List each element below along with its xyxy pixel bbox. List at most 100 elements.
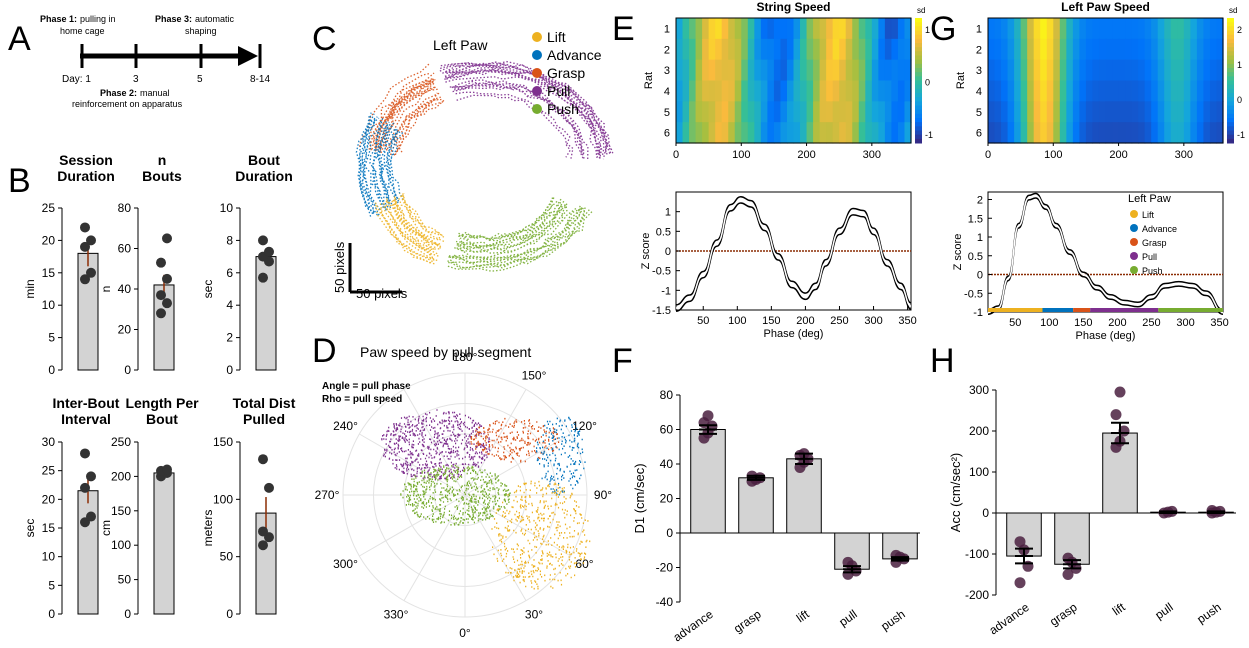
heatmap-cell <box>988 101 996 123</box>
y-tick-label: 25 <box>42 201 56 215</box>
heatmap-cell <box>1053 59 1061 82</box>
x-tick-label: 250 <box>1142 317 1160 329</box>
heatmap-cell <box>800 122 808 144</box>
heatmap-cell <box>702 18 710 40</box>
scale-x-label: 50 pixels <box>356 286 408 301</box>
heatmap-cell <box>786 122 795 144</box>
heatmap-cell <box>1177 18 1185 40</box>
colorbar-cell <box>1227 130 1234 136</box>
heatmap-cell <box>1170 38 1178 61</box>
heatmap-cell <box>852 101 860 123</box>
data-point <box>1062 569 1074 580</box>
heatmap-cell <box>819 80 827 102</box>
heatmap-cell <box>1059 122 1067 144</box>
heatmap-cell <box>760 18 768 40</box>
heatmap-paw-speed: Left Paw Speed 1 2 3 4 5 6 Rat 0 100 200 300 sd 2 1 0 -1 <box>955 0 1245 161</box>
heatmap-cell <box>839 18 847 40</box>
heatmap-cell <box>994 80 1002 102</box>
paw-title: Left Paw <box>433 37 488 53</box>
heatmap-cell <box>1183 38 1191 61</box>
heatmap-cell <box>728 59 736 82</box>
heatmap-cell <box>689 18 697 40</box>
heatmap-cell <box>1105 80 1113 102</box>
polar-angle-label: 30° <box>525 608 543 622</box>
heatmap-cell <box>1053 80 1061 102</box>
heatmap-cell <box>747 80 755 102</box>
heatmap-cell <box>1105 18 1113 40</box>
y-tick-label: 100 <box>213 492 233 506</box>
heatmap-cell <box>1098 59 1107 82</box>
heatmap-cell <box>767 101 775 123</box>
colorbar-cell <box>915 51 922 56</box>
heatmap-cell <box>676 101 684 123</box>
polar-angle-label: 240° <box>333 419 358 433</box>
y-tick-label: 0 <box>226 607 233 621</box>
heatmap-cell <box>767 59 775 82</box>
colorbar-cell <box>1227 109 1234 115</box>
heatmap-cell <box>806 18 814 40</box>
scale-y-label: 50 pixels <box>332 241 347 293</box>
heatmap-cell <box>865 38 873 61</box>
colorbar-cell <box>915 26 922 31</box>
heatmap-cell <box>760 38 768 61</box>
heatmap-cell <box>721 18 729 40</box>
y-tick-label: 15 <box>42 266 56 280</box>
bar-d1: -40 -20 0 20 40 60 80 D1 (cm/sec) advance grasp li… <box>632 388 920 644</box>
heatmap-cell <box>1151 101 1159 123</box>
heatmap-cell <box>1157 122 1165 144</box>
heatmap-cell <box>1190 18 1198 40</box>
heatmap-cell <box>695 38 703 61</box>
colorbar-cell <box>915 118 922 123</box>
heatmap-cell <box>1183 80 1191 102</box>
mean-line <box>987 194 1224 313</box>
y-tick-label: 5 <box>48 578 55 592</box>
y-axis-label: cm <box>99 520 113 536</box>
heatmap-cell <box>865 80 873 102</box>
colorbar-cell <box>915 97 922 102</box>
heatmap-cell <box>1190 122 1198 144</box>
heatmap-cell <box>813 18 821 40</box>
colorbar-cell <box>1227 22 1234 27</box>
polar-angle-label: 180° <box>453 350 478 364</box>
heatmap-cell <box>1125 122 1133 144</box>
heatmap-cell <box>1098 122 1107 144</box>
colorbar-cell <box>915 22 922 27</box>
heatmap-cell <box>1203 80 1211 102</box>
colorbar-cell <box>915 88 922 94</box>
data-point <box>86 511 96 522</box>
y-tick-label: 100 <box>111 538 131 552</box>
heatmap-cell <box>1196 59 1205 82</box>
heatmap-cell <box>682 38 690 61</box>
heatmap-row-label: 2 <box>664 44 670 56</box>
colorbar-tick-label: -1 <box>925 130 933 140</box>
heatmap-cell <box>994 59 1002 82</box>
heatmap-cell <box>1196 38 1205 61</box>
polar-spoke <box>464 494 571 557</box>
heatmap-row-label: 4 <box>976 86 982 98</box>
legend-dot-icon <box>1130 266 1138 274</box>
heatmap-row-label: 6 <box>976 128 982 140</box>
heatmap-cell <box>806 101 814 123</box>
y-axis-label: sec <box>23 519 37 538</box>
heatmap-cell <box>708 38 716 61</box>
heatmap-cell <box>865 122 873 144</box>
y-tick-label: 50 <box>118 573 132 587</box>
heatmap-cell <box>695 59 703 82</box>
heatmap-cell <box>1098 18 1107 40</box>
heatmap-cell <box>891 122 899 144</box>
y-tick-label: 2 <box>226 331 233 345</box>
trajectory-pull <box>439 60 614 161</box>
x-tick-label: 0 <box>673 149 679 161</box>
heatmap-cell <box>1020 18 1028 40</box>
heatmap-cell <box>891 38 899 61</box>
x-category-label: lift <box>1110 600 1128 619</box>
heatmap-cell <box>1203 18 1211 40</box>
colorbar-cell <box>915 109 922 115</box>
heatmap-cell <box>793 80 801 102</box>
heatmap-cell <box>1059 101 1067 123</box>
heatmap-cell <box>800 80 808 102</box>
colorbar-cell <box>1227 18 1234 23</box>
colorbar-cell <box>915 126 922 131</box>
heatmap-cell <box>1079 59 1087 82</box>
